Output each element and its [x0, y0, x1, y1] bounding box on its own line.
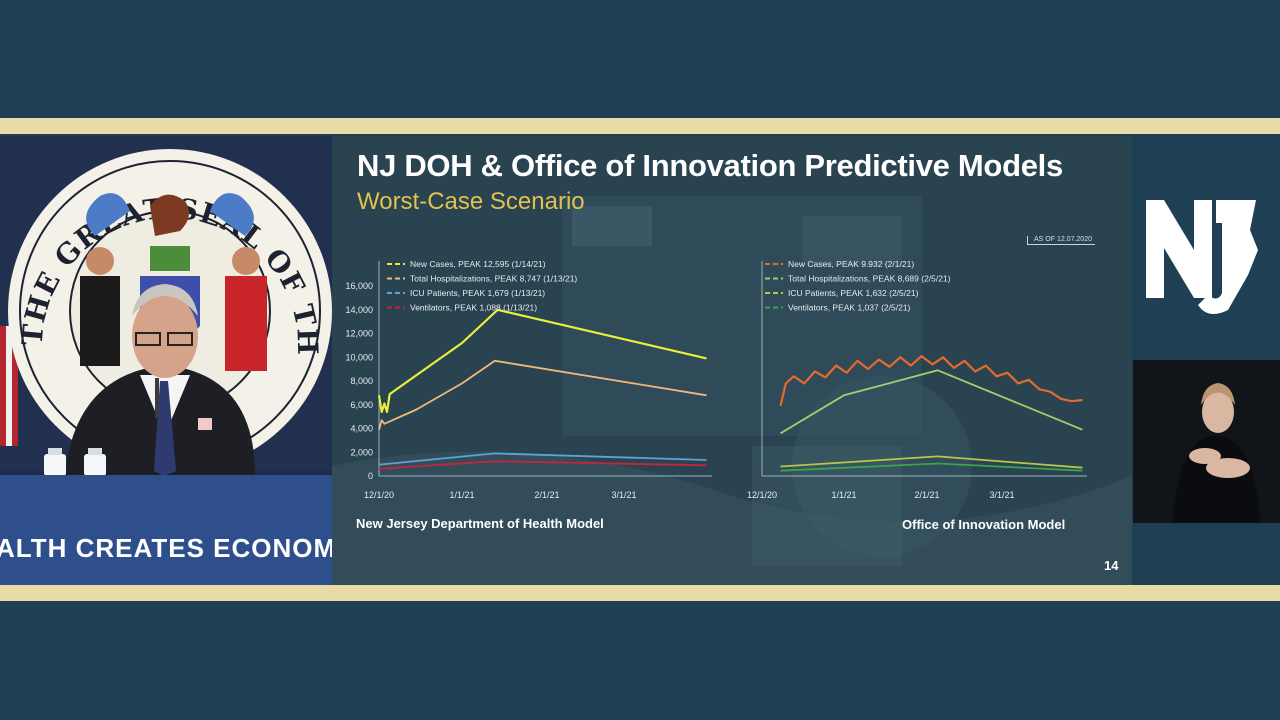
nj-logo-icon: NJ	[1146, 200, 1258, 317]
as-of-date: AS OF 12.07.2020	[1027, 236, 1095, 245]
legend-entry: ICU Patients, PEAK 1,632 (2/5/21)	[788, 288, 919, 298]
interpreter	[1133, 360, 1280, 523]
legend-entry: Ventilators, PEAK 1,037 (2/5/21)	[788, 303, 911, 313]
podium-banner	[0, 475, 332, 585]
innovation-model-label: Office of Innovation Model	[902, 517, 1066, 532]
top-gold-stripe	[0, 118, 1280, 134]
doh-model-chart: 0 2,000 4,000 6,000 8,000 10,000 12,000 14,000 1…	[345, 259, 712, 500]
x-tick-label: 2/1/21	[914, 490, 939, 500]
y-tick-label: 4,000	[350, 424, 373, 434]
y-tick-label: 2,000	[350, 447, 373, 457]
y-tick-label: 14,000	[345, 305, 373, 315]
water-bottle	[44, 454, 66, 476]
series-line	[378, 359, 707, 430]
legend-entry: New Cases, PEAK 9.932 (2/1/21)	[788, 259, 914, 269]
series-line	[780, 455, 1083, 469]
slide-subtitle: Worst-Case Scenario	[357, 188, 585, 215]
x-tick-label: 1/1/21	[449, 490, 474, 500]
speaker	[65, 284, 255, 476]
x-tick-label: 12/1/20	[364, 490, 394, 500]
series-line	[780, 369, 1083, 435]
series-line	[377, 308, 707, 413]
speaker-scene: THE GREAT SEAL OF THE STATE OF NEW JERSE…	[0, 136, 332, 585]
y-tick-label: 10,000	[345, 352, 373, 362]
legend-entry: New Cases, PEAK 12,595 (1/14/21)	[410, 259, 546, 269]
x-tick-label: 12/1/20	[747, 490, 777, 500]
speaker-video-pane: THE GREAT SEAL OF THE STATE OF NEW JERSE…	[0, 136, 332, 585]
podium-banner-text: ALTH CREATES ECONOMIC	[0, 533, 332, 563]
innovation-model-chart: 12/1/20 1/1/21 2/1/21 3/1/21 New Cases, PEAK…	[747, 259, 1087, 500]
doh-model-label: New Jersey Department of Health Model	[356, 516, 604, 531]
legend-entry: Total Hospitalizations, PEAK 8,747 (1/13…	[410, 274, 577, 284]
presentation-slide: NJ DOH & Office of Innovation Predictive…	[332, 136, 1132, 585]
series-line	[378, 452, 707, 466]
slide-title: NJ DOH & Office of Innovation Predictive…	[357, 148, 1063, 183]
y-tick-label: 12,000	[345, 329, 373, 339]
y-tick-label: 16,000	[345, 281, 373, 291]
y-tick-label: 0	[368, 471, 373, 481]
x-tick-label: 2/1/21	[534, 490, 559, 500]
nj-logo-text: NJ	[1201, 315, 1203, 317]
x-tick-label: 3/1/21	[989, 490, 1014, 500]
charts-canvas: 0 2,000 4,000 6,000 8,000 10,000 12,000 14,000 1…	[345, 259, 1087, 500]
sign-language-interpreter-video	[1133, 360, 1280, 523]
bottom-gold-stripe	[0, 585, 1280, 601]
legend-entry: Ventilators, PEAK 1,088 (1/13/21)	[410, 303, 537, 313]
legend-entry: Total Hospitalizations, PEAK 8,689 (2/5/…	[788, 274, 951, 284]
water-bottle	[84, 454, 106, 476]
slide-number: 14	[1104, 558, 1119, 573]
x-tick-label: 1/1/21	[831, 490, 856, 500]
series-line	[780, 462, 1083, 472]
y-tick-label: 8,000	[350, 376, 373, 386]
legend-entry: ICU Patients, PEAK 1,679 (1/13/21)	[410, 288, 545, 298]
x-tick-label: 3/1/21	[611, 490, 636, 500]
series-line	[779, 355, 1083, 407]
y-tick-label: 6,000	[350, 400, 373, 410]
series-line	[378, 460, 707, 470]
